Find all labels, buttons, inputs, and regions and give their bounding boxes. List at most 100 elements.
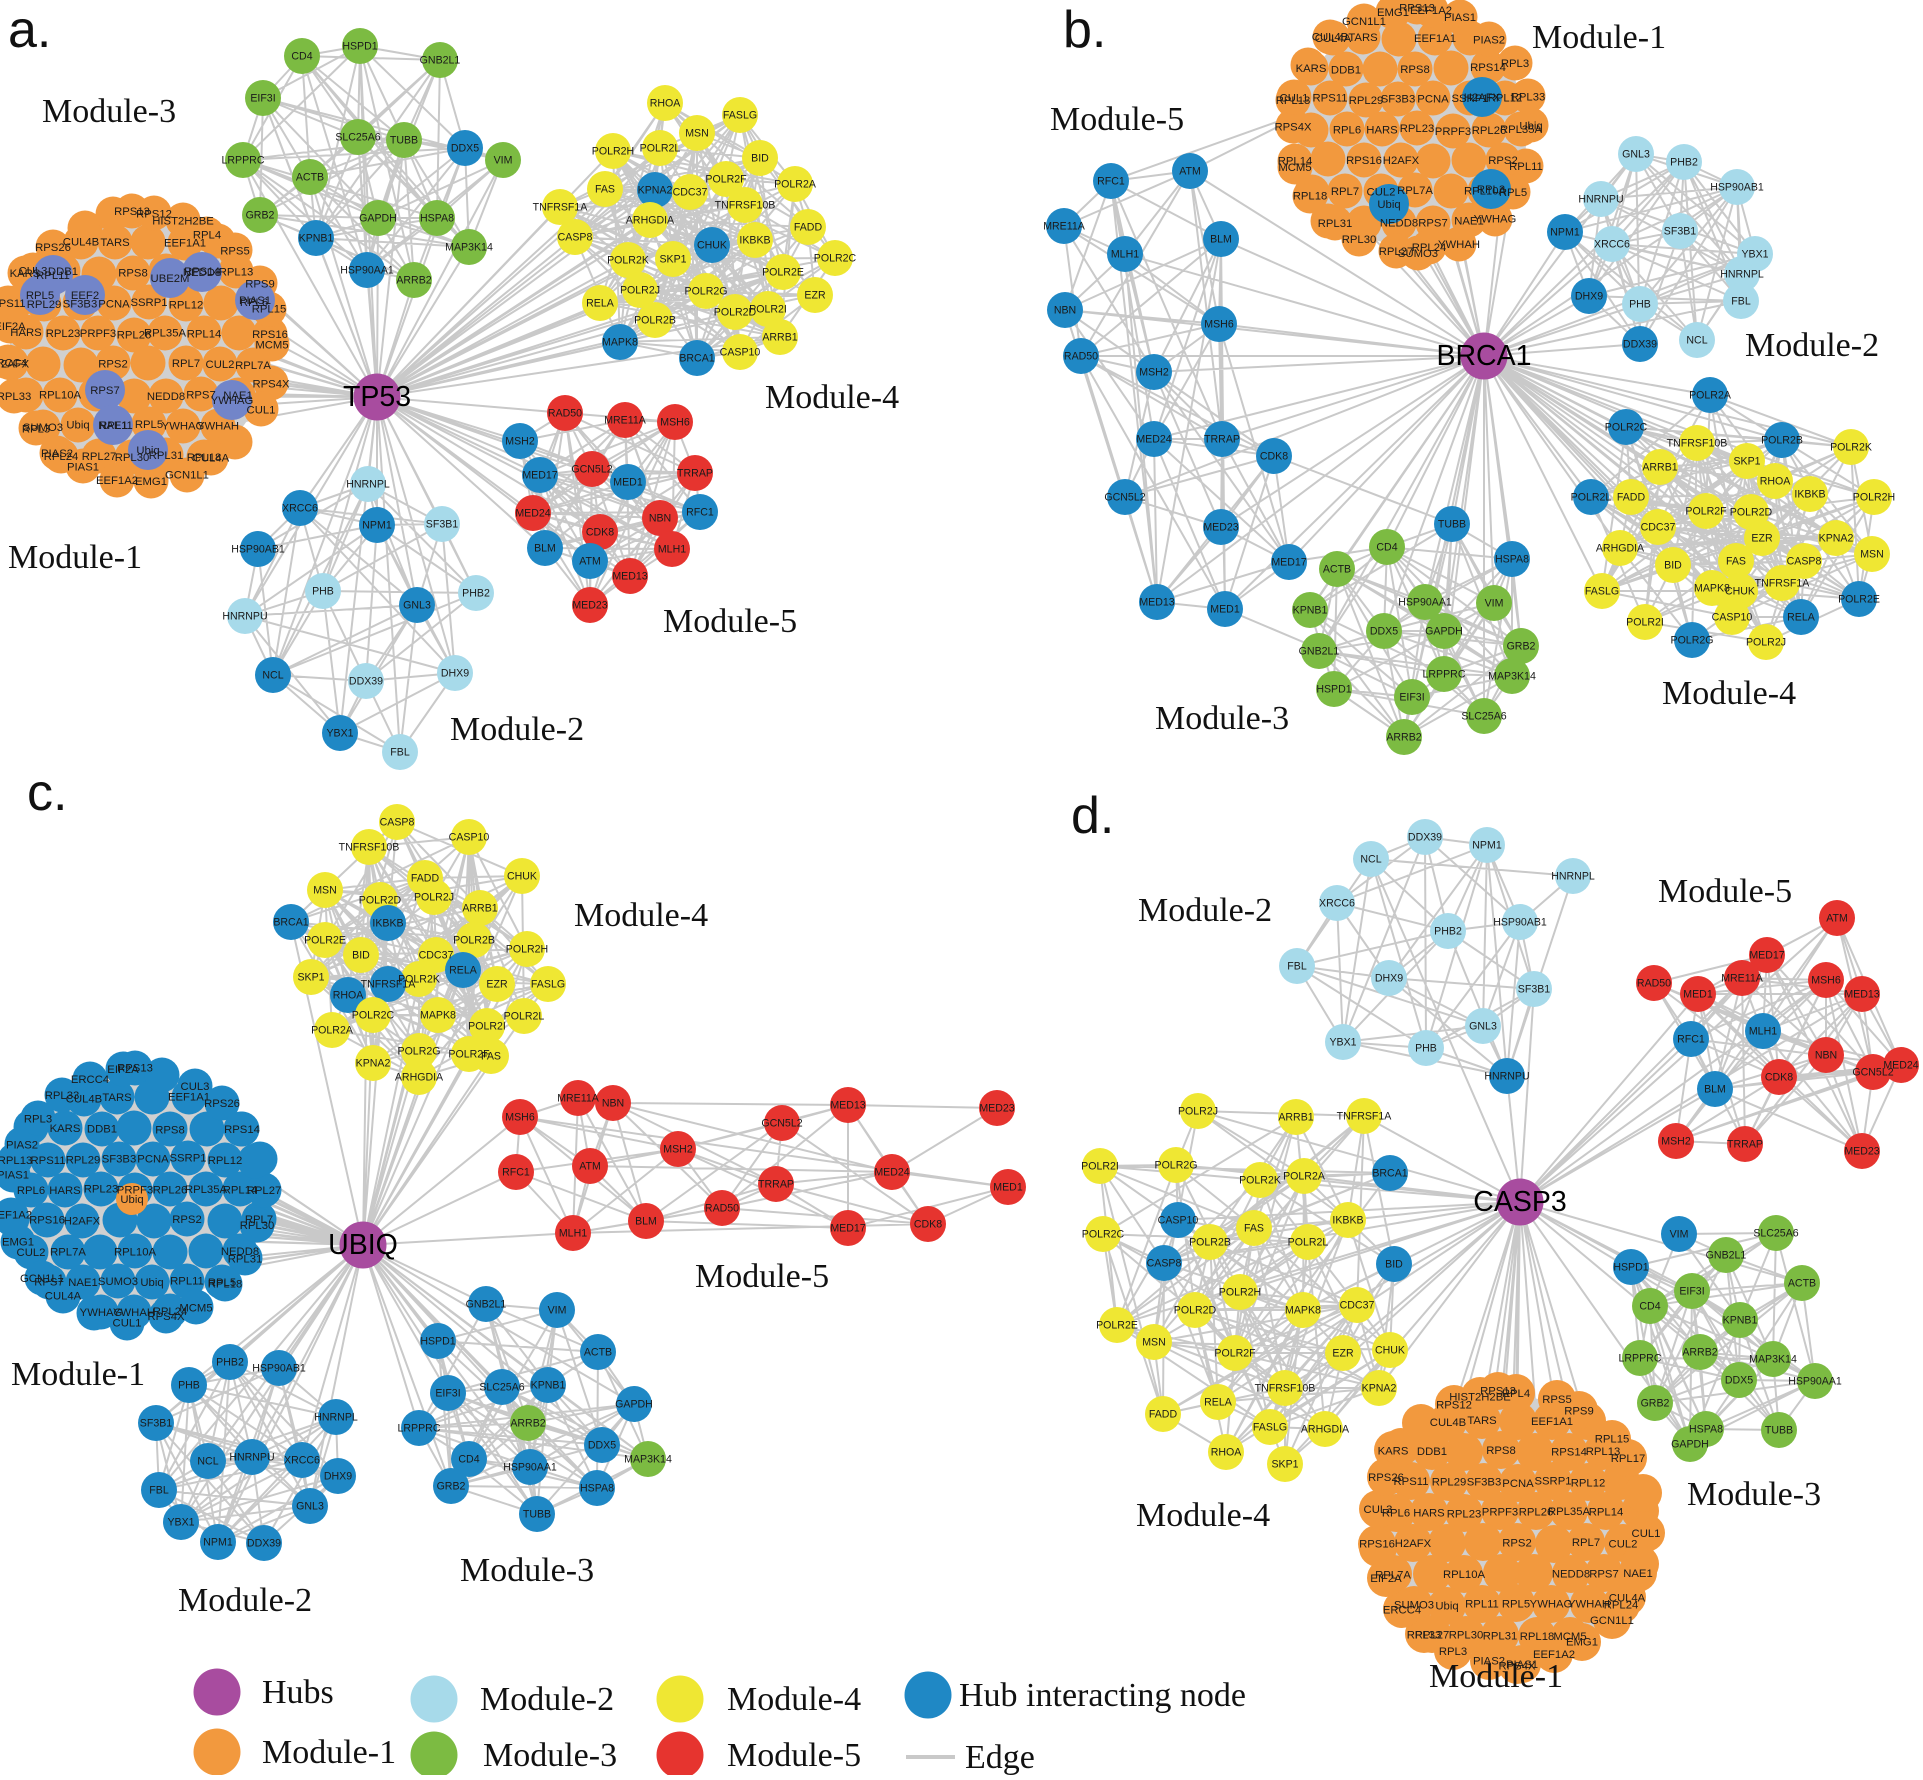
svg-text:EEF1A2: EEF1A2	[0, 1210, 32, 1222]
svg-text:HSPA8: HSPA8	[1495, 554, 1529, 566]
svg-text:RPL12: RPL12	[208, 1155, 243, 1167]
svg-text:RPL31: RPL31	[228, 1254, 263, 1266]
svg-text:MED17: MED17	[830, 1223, 865, 1235]
svg-text:RFC1: RFC1	[502, 1167, 530, 1179]
svg-text:MAPK8: MAPK8	[1694, 583, 1730, 595]
svg-text:SF3B3: SF3B3	[1467, 1477, 1502, 1489]
svg-text:CHUK: CHUK	[697, 240, 727, 252]
svg-text:SLC25A6: SLC25A6	[335, 132, 380, 144]
svg-text:TUBB: TUBB	[1438, 519, 1466, 531]
svg-text:VIM: VIM	[1485, 598, 1504, 610]
svg-text:YBX1: YBX1	[167, 1517, 194, 1529]
svg-text:RPS4X: RPS4X	[1498, 1660, 1536, 1672]
svg-text:RPL26: RPL26	[1472, 125, 1507, 137]
svg-text:EEF1A2: EEF1A2	[1410, 5, 1452, 17]
svg-text:Ubiq: Ubiq	[120, 1194, 143, 1206]
svg-text:LRPPRC: LRPPRC	[398, 1423, 441, 1435]
svg-text:Ubiq: Ubiq	[1519, 120, 1542, 132]
svg-text:MED13: MED13	[1844, 989, 1879, 1001]
svg-text:RPL11: RPL11	[36, 270, 70, 282]
svg-text:Module-2: Module-2	[450, 711, 584, 748]
svg-text:CASP3: CASP3	[1473, 1186, 1566, 1218]
svg-text:GAPDH: GAPDH	[359, 213, 397, 225]
svg-text:BLM: BLM	[1210, 234, 1232, 246]
svg-text:RPS4X: RPS4X	[1274, 121, 1312, 133]
svg-text:POLR2I: POLR2I	[1081, 1161, 1119, 1173]
svg-text:Module-4: Module-4	[1136, 1497, 1270, 1534]
svg-text:EMG1: EMG1	[2, 1237, 34, 1249]
svg-text:YWHAH: YWHAH	[113, 1307, 155, 1319]
svg-text:HARS: HARS	[1413, 1507, 1445, 1519]
svg-text:CUL2: CUL2	[1609, 1538, 1638, 1550]
svg-text:CUL1: CUL1	[113, 1318, 142, 1330]
svg-text:PIAS2: PIAS2	[1473, 34, 1505, 46]
svg-text:KPNA2: KPNA2	[1819, 533, 1854, 545]
svg-text:RPL7: RPL7	[172, 358, 200, 370]
svg-text:RPL24: RPL24	[1412, 242, 1447, 254]
svg-text:XRCC6: XRCC6	[282, 503, 318, 515]
svg-text:RPS7: RPS7	[1589, 1568, 1619, 1580]
svg-text:Module-1: Module-1	[11, 1356, 145, 1393]
svg-text:BRCA1: BRCA1	[1372, 1168, 1407, 1180]
svg-text:RPS5: RPS5	[220, 246, 250, 258]
svg-text:Module-3: Module-3	[1687, 1476, 1821, 1513]
svg-text:PIAS1: PIAS1	[239, 295, 271, 307]
svg-text:Module-2: Module-2	[178, 1582, 312, 1619]
svg-text:RFC1: RFC1	[1097, 176, 1125, 188]
svg-text:EMG1: EMG1	[1377, 7, 1409, 19]
svg-text:ARHGDIA: ARHGDIA	[1596, 543, 1645, 555]
svg-text:RPL5: RPL5	[1499, 187, 1527, 199]
svg-text:RPS26: RPS26	[1368, 1472, 1404, 1484]
svg-text:IKBKB: IKBKB	[1794, 489, 1825, 501]
svg-text:KPNB1: KPNB1	[531, 1380, 566, 1392]
svg-text:NBN: NBN	[1815, 1050, 1837, 1062]
svg-text:MED23: MED23	[1203, 522, 1238, 534]
svg-text:Module-5: Module-5	[1658, 873, 1792, 910]
svg-text:POLR2H: POLR2H	[506, 944, 548, 956]
svg-text:GNB2L1: GNB2L1	[420, 55, 461, 67]
svg-text:RPS7: RPS7	[1418, 218, 1448, 230]
svg-text:GCN5L2: GCN5L2	[1852, 1067, 1893, 1079]
svg-text:POLR2B: POLR2B	[1189, 1237, 1231, 1249]
svg-text:GNL3: GNL3	[1469, 1021, 1497, 1033]
svg-text:POLR2A: POLR2A	[774, 179, 817, 191]
svg-text:MSH6: MSH6	[660, 417, 690, 429]
svg-text:RPL33: RPL33	[0, 391, 31, 403]
svg-text:SF3B3: SF3B3	[102, 1154, 137, 1166]
svg-text:EEF1A2: EEF1A2	[1533, 1649, 1575, 1661]
svg-text:RPL13: RPL13	[1276, 95, 1311, 107]
svg-text:GAPDH: GAPDH	[1425, 626, 1463, 638]
svg-text:Module-3: Module-3	[460, 1552, 594, 1589]
svg-text:RPL5: RPL5	[135, 419, 163, 431]
svg-text:PIAS1: PIAS1	[0, 1170, 29, 1182]
svg-text:GCN5L2: GCN5L2	[1104, 492, 1145, 504]
svg-text:BRCA1: BRCA1	[1436, 340, 1531, 372]
svg-text:RPL17: RPL17	[1611, 1453, 1646, 1465]
svg-text:MCM5: MCM5	[1553, 1631, 1586, 1643]
svg-text:POLR2B: POLR2B	[634, 315, 676, 327]
svg-text:HSPD1: HSPD1	[1613, 1262, 1648, 1274]
svg-text:MSH2: MSH2	[505, 436, 535, 448]
svg-text:KARS: KARS	[1296, 63, 1327, 75]
svg-text:HNRNPU: HNRNPU	[229, 1452, 274, 1464]
svg-text:BRCA1: BRCA1	[679, 353, 714, 365]
svg-text:MED24: MED24	[874, 1167, 909, 1179]
svg-text:CASP8: CASP8	[1147, 1258, 1182, 1270]
svg-text:HSP90AA1: HSP90AA1	[1398, 597, 1452, 609]
svg-text:RPL11: RPL11	[1465, 1599, 1499, 1611]
svg-text:CUL1: CUL1	[1280, 93, 1309, 105]
svg-text:XRCC6: XRCC6	[1319, 898, 1355, 910]
svg-text:Module-3: Module-3	[42, 93, 176, 130]
svg-text:EIF3I: EIF3I	[250, 93, 275, 105]
svg-text:MSN: MSN	[1142, 1337, 1166, 1349]
svg-text:RPS16: RPS16	[1346, 155, 1382, 167]
svg-text:RPL13: RPL13	[219, 267, 254, 279]
svg-text:RPL30: RPL30	[240, 1220, 275, 1232]
svg-text:PRPF3: PRPF3	[1435, 126, 1471, 138]
svg-text:RAD50: RAD50	[1064, 351, 1098, 363]
svg-text:MED23: MED23	[572, 600, 607, 612]
svg-text:ARRB1: ARRB1	[1642, 462, 1677, 474]
svg-text:NEDD8: NEDD8	[147, 391, 185, 403]
svg-text:MED24: MED24	[1883, 1060, 1918, 1072]
svg-text:BLM: BLM	[534, 543, 556, 555]
